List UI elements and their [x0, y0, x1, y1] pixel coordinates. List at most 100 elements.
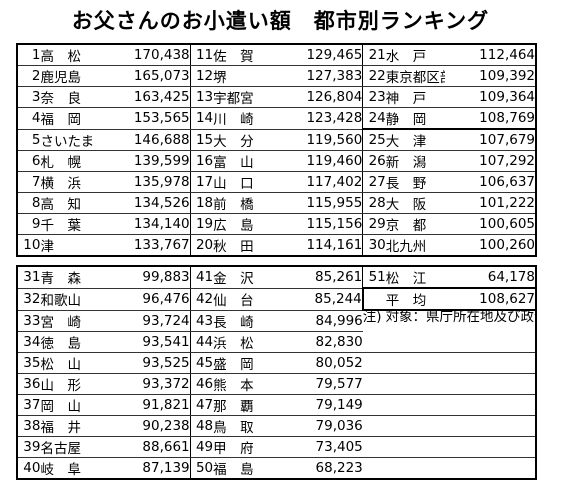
- city-name: 熊 本: [213, 372, 273, 395]
- city-name: 横 浜: [40, 171, 100, 193]
- city-name: 名古屋: [40, 435, 100, 458]
- rank-number: 50: [189, 456, 214, 479]
- allowance-value: 79,577: [272, 372, 363, 395]
- city-name: 大 津: [385, 128, 446, 151]
- city-name: 堺: [213, 65, 273, 87]
- allowance-value: 90,238: [99, 414, 191, 437]
- city-name: 大 阪: [385, 192, 446, 214]
- allowance-value: 115,156: [272, 213, 363, 235]
- city-name: 山 形: [40, 372, 100, 395]
- city-name: 福 井: [40, 414, 100, 437]
- city-name: 宇都宮: [213, 86, 273, 108]
- allowance-value: 107,292: [445, 150, 536, 172]
- rank-number: 37: [16, 393, 41, 416]
- rank-number: 25: [362, 128, 386, 151]
- rank-number: 39: [16, 435, 41, 458]
- city-name: 仙 台: [213, 287, 273, 311]
- allowance-value: 106,637: [445, 171, 536, 193]
- rank-number: 48: [189, 414, 214, 437]
- empty-cell: [362, 393, 536, 416]
- footnote-prefix: 注): [362, 310, 382, 325]
- allowance-value: 133,767: [99, 234, 191, 257]
- rank-number: 30: [362, 234, 386, 257]
- allowance-value: 101,222: [445, 192, 536, 214]
- rank-number: 49: [189, 435, 214, 458]
- allowance-value: 119,560: [272, 128, 363, 151]
- table-row: 40 岐 阜 87,139 50 福 島 68,223: [16, 456, 536, 479]
- allowance-value: 123,428: [272, 107, 363, 130]
- allowance-value: 127,383: [272, 65, 363, 87]
- allowance-value: 165,073: [99, 65, 191, 87]
- city-name: 金 沢: [213, 265, 273, 289]
- rank-number: 32: [16, 287, 41, 311]
- allowance-value: 87,139: [99, 456, 191, 479]
- allowance-value: 96,476: [99, 287, 191, 311]
- table-row: 38 福 井 90,238 48 鳥 取 79,036: [16, 414, 536, 437]
- allowance-value: 109,392: [445, 65, 536, 87]
- city-name: 和歌山: [40, 287, 100, 311]
- table-row: 37 岡 山 91,821 47 那 覇 79,149: [16, 393, 536, 416]
- rank-number: 5: [16, 128, 41, 151]
- rank-number: 26: [362, 150, 386, 172]
- allowance-value: 93,541: [99, 330, 191, 353]
- allowance-value: 88,661: [99, 435, 191, 458]
- rank-number: 13: [189, 86, 214, 108]
- rank-number: 9: [16, 213, 41, 235]
- rank-number: 41: [189, 265, 214, 289]
- rank-number: 24: [362, 107, 386, 130]
- rank-number: 1: [16, 43, 41, 66]
- allowance-value: 99,883: [99, 265, 191, 289]
- rank-number: 31: [16, 265, 41, 289]
- city-name: 高 知: [40, 192, 100, 214]
- rank-number: 19: [189, 213, 214, 235]
- city-name: 福 島: [213, 456, 273, 479]
- allowance-value: 109,364: [445, 86, 536, 108]
- allowance-value: 100,260: [445, 234, 536, 257]
- rank-number: 2: [16, 65, 41, 87]
- empty-cell: [362, 351, 536, 374]
- rank-number: 14: [189, 107, 214, 130]
- city-name: 盛 岡: [213, 351, 273, 374]
- empty-cell: [362, 414, 536, 437]
- city-name: 山 口: [213, 171, 273, 193]
- city-name: 鹿児島: [40, 65, 100, 87]
- city-name: 宮 崎: [40, 309, 100, 332]
- allowance-value: 115,955: [272, 192, 363, 214]
- allowance-value: 93,372: [99, 372, 191, 395]
- rank-number: 22: [362, 65, 386, 87]
- rank-number: 44: [189, 330, 214, 353]
- city-name: 那 覇: [213, 393, 273, 416]
- rank-number: 18: [189, 192, 214, 214]
- rank-number: 27: [362, 171, 386, 193]
- city-name: 東京都区部: [385, 65, 446, 87]
- allowance-value: 163,425: [99, 86, 191, 108]
- rank-number: 15: [189, 128, 214, 151]
- allowance-value: 153,565: [99, 107, 191, 130]
- allowance-value: 79,036: [272, 414, 363, 437]
- rank-number: 35: [16, 351, 41, 374]
- allowance-value: 139,599: [99, 150, 191, 172]
- allowance-value: 108,769: [445, 107, 536, 130]
- allowance-value: 85,244: [272, 287, 363, 311]
- allowance-value: 146,688: [99, 128, 191, 151]
- allowance-value: 82,830: [272, 330, 363, 353]
- allowance-value: 84,996: [272, 309, 363, 332]
- table-row: 34 徳 島 93,541 44 浜 松 82,830: [16, 330, 536, 353]
- allowance-value: 112,464: [445, 43, 536, 66]
- city-name: 京 都: [385, 213, 446, 235]
- allowance-value: 129,465: [272, 43, 363, 66]
- allowance-value: 93,724: [99, 309, 191, 332]
- rank-number: 28: [362, 192, 386, 214]
- rank-number: 7: [16, 171, 41, 193]
- rank-number: 45: [189, 351, 214, 374]
- city-name: 広 島: [213, 213, 273, 235]
- allowance-value: 114,161: [272, 234, 363, 257]
- allowance-value: 100,605: [445, 213, 536, 235]
